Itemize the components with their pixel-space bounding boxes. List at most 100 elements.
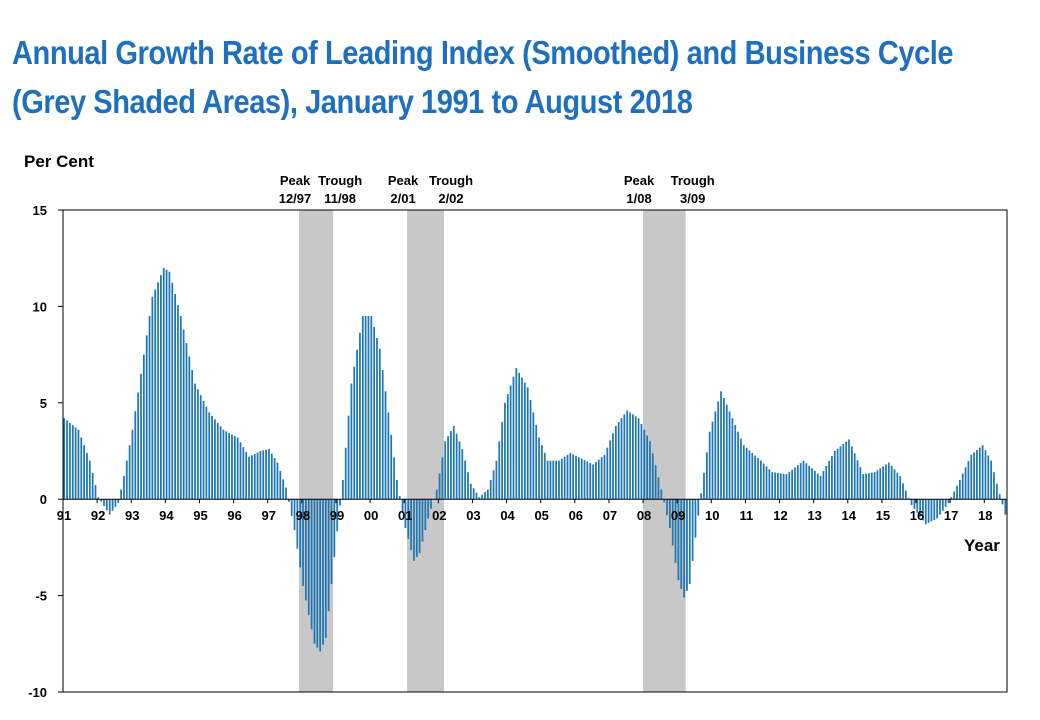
bar bbox=[848, 439, 850, 500]
bar bbox=[80, 437, 83, 500]
bar bbox=[646, 435, 648, 500]
x-tick-label: 99 bbox=[330, 508, 344, 523]
bar bbox=[185, 343, 188, 500]
bar bbox=[791, 469, 793, 500]
bar bbox=[148, 316, 151, 500]
bar bbox=[976, 450, 978, 500]
bar bbox=[842, 444, 845, 500]
bar bbox=[359, 332, 361, 500]
bar bbox=[100, 499, 103, 502]
bar bbox=[316, 499, 319, 648]
bar bbox=[265, 449, 267, 500]
bar bbox=[484, 492, 486, 500]
bar bbox=[444, 441, 447, 500]
bar bbox=[572, 454, 575, 500]
bar bbox=[825, 466, 828, 500]
bar bbox=[202, 400, 205, 500]
x-tick-label: 98 bbox=[296, 508, 310, 523]
bar bbox=[199, 395, 202, 500]
x-tick-label: 05 bbox=[534, 508, 548, 523]
x-tick-label: 03 bbox=[466, 508, 480, 523]
bar bbox=[614, 425, 617, 500]
bar bbox=[83, 445, 85, 500]
bar bbox=[819, 476, 822, 500]
bar bbox=[620, 418, 623, 500]
bar bbox=[529, 399, 532, 500]
bar bbox=[577, 457, 580, 500]
bar bbox=[1004, 499, 1007, 515]
bar bbox=[947, 499, 950, 504]
bar bbox=[725, 404, 728, 500]
bar bbox=[171, 282, 174, 500]
bar bbox=[541, 445, 543, 500]
x-axis-title: Year bbox=[964, 536, 1000, 555]
bar bbox=[415, 499, 418, 558]
bar bbox=[478, 497, 481, 500]
trough-label-3-line-2: 3/09 bbox=[680, 191, 705, 206]
bar bbox=[580, 458, 583, 500]
bar bbox=[723, 397, 725, 500]
bar bbox=[128, 445, 131, 500]
bar bbox=[322, 499, 324, 645]
x-tick-label: 10 bbox=[705, 508, 719, 523]
bar bbox=[967, 461, 970, 500]
bar bbox=[63, 418, 66, 500]
bar bbox=[657, 477, 660, 500]
bar bbox=[759, 460, 762, 500]
bar bbox=[319, 499, 321, 652]
bar bbox=[924, 499, 927, 525]
bar bbox=[188, 356, 191, 500]
bar bbox=[882, 466, 884, 500]
bar bbox=[850, 446, 853, 500]
bar bbox=[455, 433, 458, 500]
recession-shade-2 bbox=[407, 210, 445, 692]
x-tick-label: 04 bbox=[500, 508, 515, 523]
bar bbox=[927, 499, 930, 523]
bar bbox=[137, 392, 140, 500]
bar bbox=[94, 485, 97, 500]
bar bbox=[151, 296, 154, 500]
bar bbox=[734, 424, 737, 500]
bar bbox=[677, 499, 680, 581]
bar bbox=[794, 467, 796, 500]
bar bbox=[609, 440, 612, 500]
bar bbox=[290, 499, 293, 516]
bar bbox=[816, 473, 819, 500]
bar bbox=[407, 499, 410, 540]
bar bbox=[876, 470, 879, 500]
bar bbox=[916, 499, 919, 513]
bar bbox=[930, 499, 933, 522]
bar bbox=[179, 316, 182, 500]
bar bbox=[501, 422, 503, 500]
bar bbox=[370, 316, 373, 500]
bar bbox=[805, 463, 808, 500]
bar bbox=[970, 454, 973, 500]
bar bbox=[629, 412, 631, 500]
bar bbox=[194, 383, 196, 500]
bar bbox=[879, 468, 882, 500]
bar bbox=[737, 431, 739, 500]
x-tick-label: 91 bbox=[57, 508, 71, 523]
trough-label-2-line-1: Trough bbox=[429, 173, 473, 188]
x-tick-label: 16 bbox=[910, 508, 924, 523]
bar bbox=[154, 289, 157, 500]
bar bbox=[262, 450, 265, 500]
bar bbox=[140, 373, 142, 500]
bar bbox=[845, 441, 848, 500]
bar bbox=[452, 425, 455, 500]
chart-title: Annual Growth Rate of Leading Index (Smo… bbox=[12, 28, 954, 126]
bar bbox=[253, 453, 256, 500]
x-tick-label: 01 bbox=[398, 508, 412, 523]
bar bbox=[632, 414, 634, 500]
y-tick-label: 5 bbox=[40, 396, 47, 411]
bar bbox=[91, 472, 94, 500]
bar bbox=[546, 460, 549, 500]
bar bbox=[771, 472, 774, 500]
bar bbox=[472, 488, 475, 500]
bar bbox=[839, 446, 842, 500]
x-tick-label: 11 bbox=[740, 508, 754, 523]
bar bbox=[853, 453, 856, 500]
bar bbox=[299, 499, 302, 568]
bar bbox=[142, 354, 145, 500]
bar bbox=[651, 453, 654, 500]
